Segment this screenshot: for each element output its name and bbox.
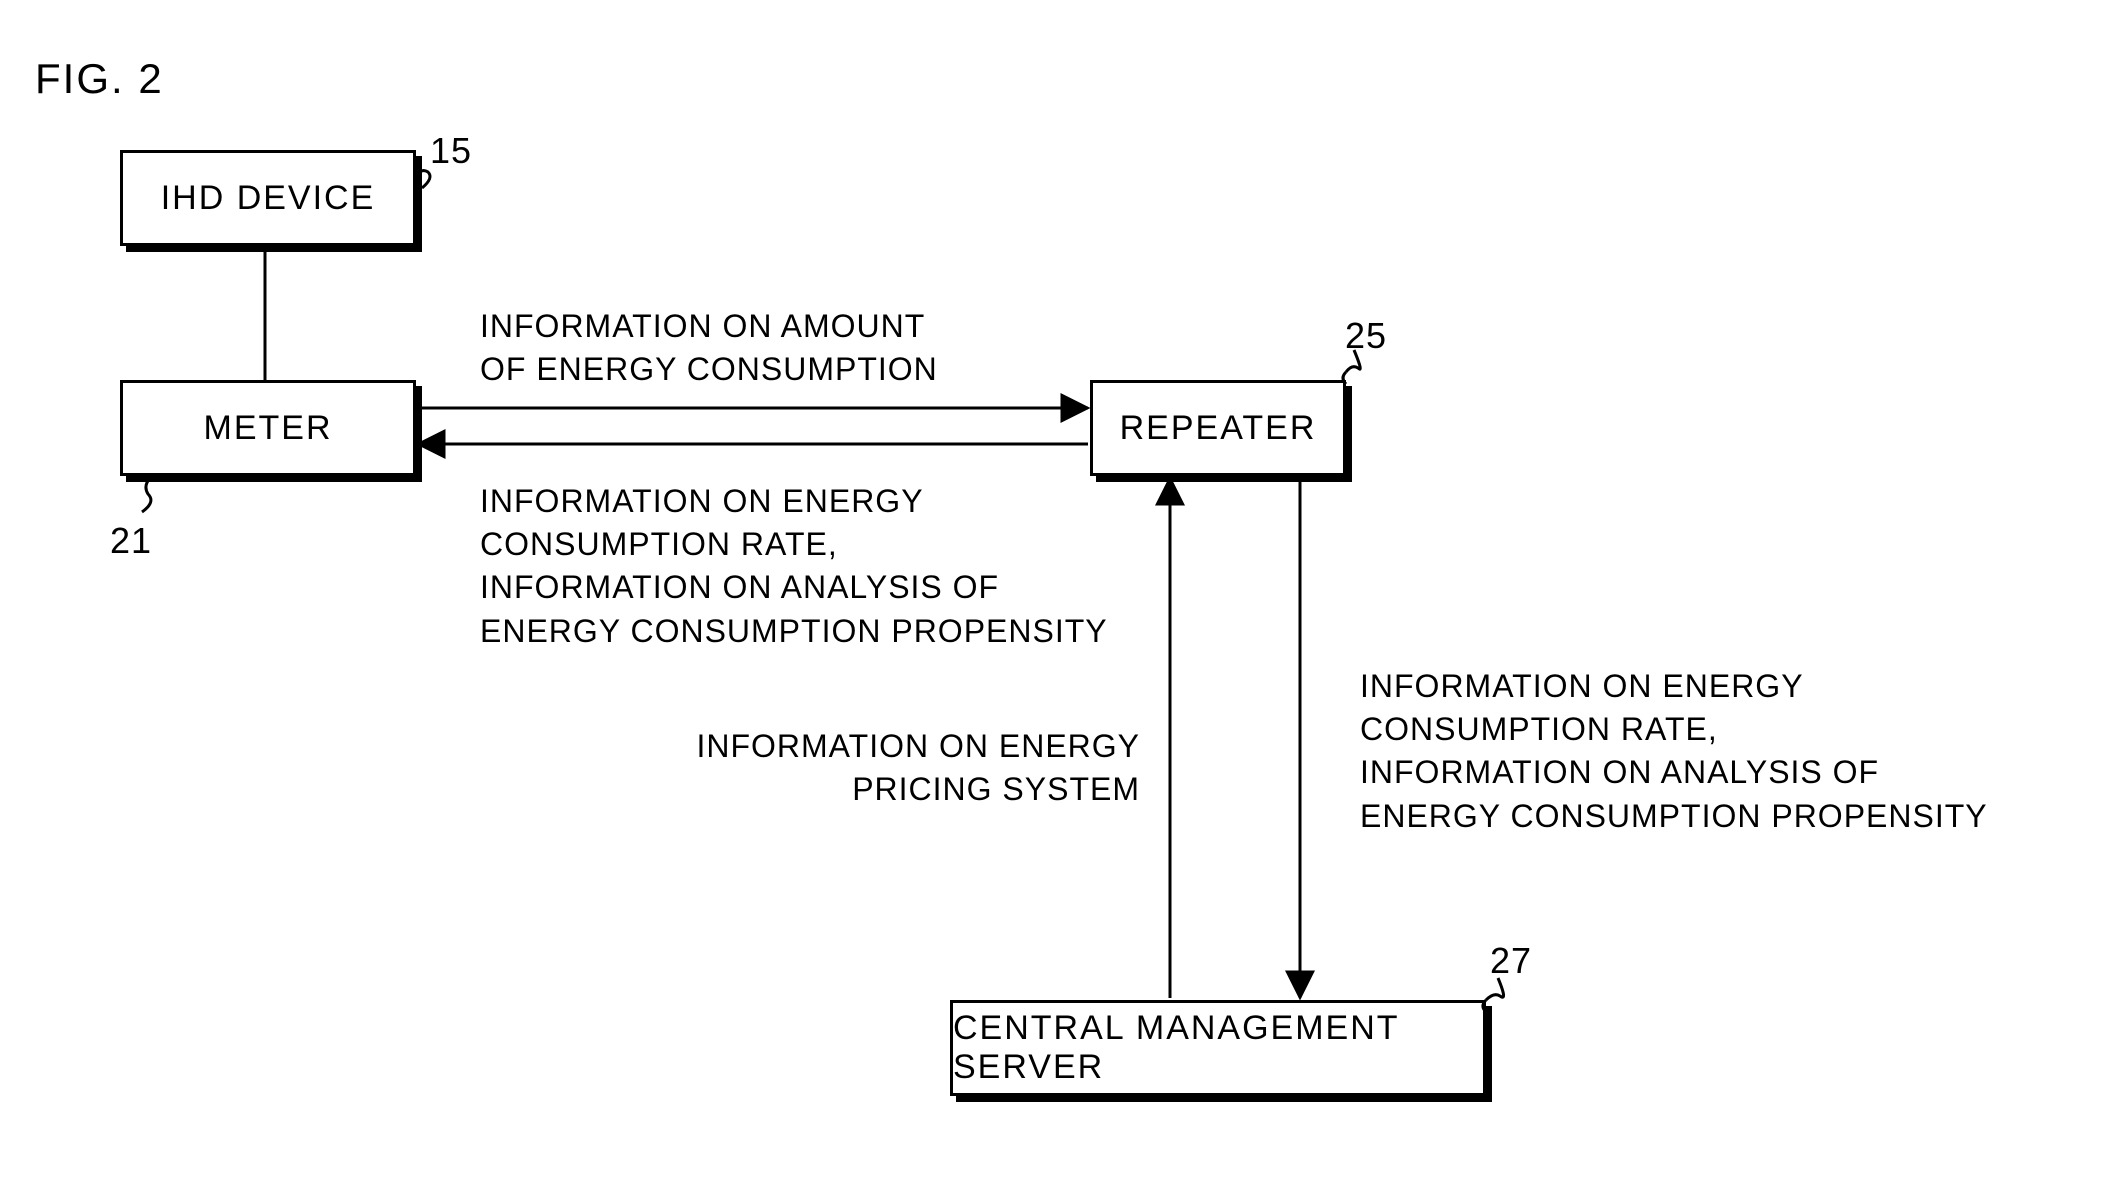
ref-meter: 21 xyxy=(110,520,152,562)
ref-repeater: 25 xyxy=(1345,315,1387,357)
node-ihd-label: IHD DEVICE xyxy=(161,179,376,218)
edge-label-repeater-to-meter: INFORMATION ON ENERGY CONSUMPTION RATE, … xyxy=(480,480,1108,653)
edge-label-server-to-repeater: INFORMATION ON ENERGY PRICING SYSTEM xyxy=(640,725,1140,811)
node-repeater: REPEATER xyxy=(1090,380,1346,476)
node-meter: METER xyxy=(120,380,416,476)
ref-ihd: 15 xyxy=(430,130,472,172)
node-meter-label: METER xyxy=(204,409,333,448)
node-server-label: CENTRAL MANAGEMENT SERVER xyxy=(953,1009,1483,1087)
diagram-canvas: FIG. 2 IHD DEVICE 15 METER 21 REPEATER 2… xyxy=(0,0,2117,1191)
node-server: CENTRAL MANAGEMENT SERVER xyxy=(950,1000,1486,1096)
node-ihd-device: IHD DEVICE xyxy=(120,150,416,246)
edge-label-repeater-to-server: INFORMATION ON ENERGY CONSUMPTION RATE, … xyxy=(1360,665,1988,838)
edge-label-meter-to-repeater: INFORMATION ON AMOUNT OF ENERGY CONSUMPT… xyxy=(480,305,938,391)
node-repeater-label: REPEATER xyxy=(1120,409,1317,448)
figure-label: FIG. 2 xyxy=(35,55,164,103)
ref-server: 27 xyxy=(1490,940,1532,982)
